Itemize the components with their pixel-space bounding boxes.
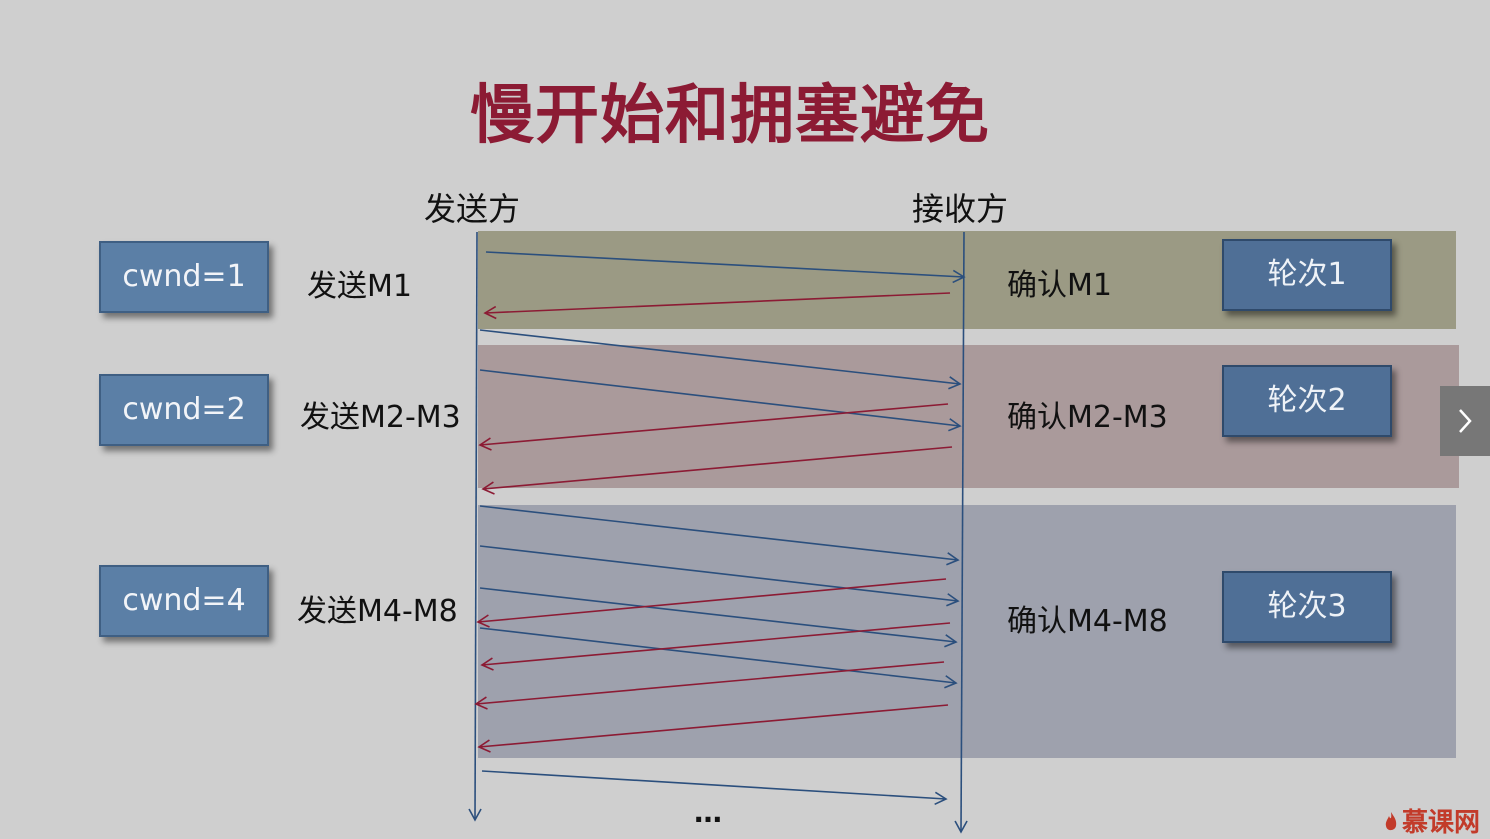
ack-arrow-m1 (483, 292, 951, 320)
data-arrow-m6 (479, 587, 958, 648)
ack-arrow-m5 (480, 622, 951, 671)
receiver-timeline (954, 231, 968, 834)
data-arrow-next (481, 770, 948, 806)
data-arrow-m1 (485, 251, 966, 284)
slide-title: 慢开始和拥塞避免 (470, 79, 990, 153)
ack-label-round-2: 确认M2-M3 (1007, 400, 1168, 435)
ack-arrow-m7 (477, 704, 949, 753)
send-label-round-1: 发送M1 (307, 269, 412, 304)
round-3-box: 轮次3 (1222, 571, 1392, 643)
round-1-box: 轮次1 (1222, 239, 1392, 311)
ack-arrow-m3 (481, 446, 953, 495)
next-slide-button[interactable] (1440, 386, 1490, 456)
data-arrow-m7 (479, 627, 958, 689)
ack-arrow-m6 (474, 661, 945, 710)
cwnd-1-box: cwnd=1 (99, 241, 269, 313)
sender-timeline (468, 231, 482, 822)
continuation-ellipsis: … (694, 796, 722, 829)
ack-label-round-3: 确认M4-M8 (1007, 604, 1168, 639)
ack-arrow-m4 (476, 578, 947, 628)
watermark: 慕课网 (1384, 802, 1480, 839)
data-arrow-m2 (479, 329, 962, 390)
chevron-right-icon (1459, 409, 1472, 433)
send-label-round-2: 发送M2-M3 (300, 400, 461, 435)
data-arrow-m5 (479, 545, 960, 607)
receiver-label: 接收方 (912, 190, 1009, 228)
flame-icon (1385, 812, 1397, 831)
ack-label-round-1: 确认M1 (1007, 268, 1112, 303)
data-arrow-m4 (479, 505, 960, 566)
cwnd-4-box: cwnd=4 (99, 565, 269, 637)
ack-arrow-m2 (478, 403, 949, 451)
sender-label: 发送方 (424, 190, 521, 228)
watermark-text: 慕课网 (1402, 808, 1481, 838)
round-2-box: 轮次2 (1222, 365, 1392, 437)
cwnd-2-box: cwnd=2 (99, 374, 269, 446)
data-arrow-m3 (479, 369, 962, 432)
send-label-round-3: 发送M4-M8 (297, 594, 458, 629)
